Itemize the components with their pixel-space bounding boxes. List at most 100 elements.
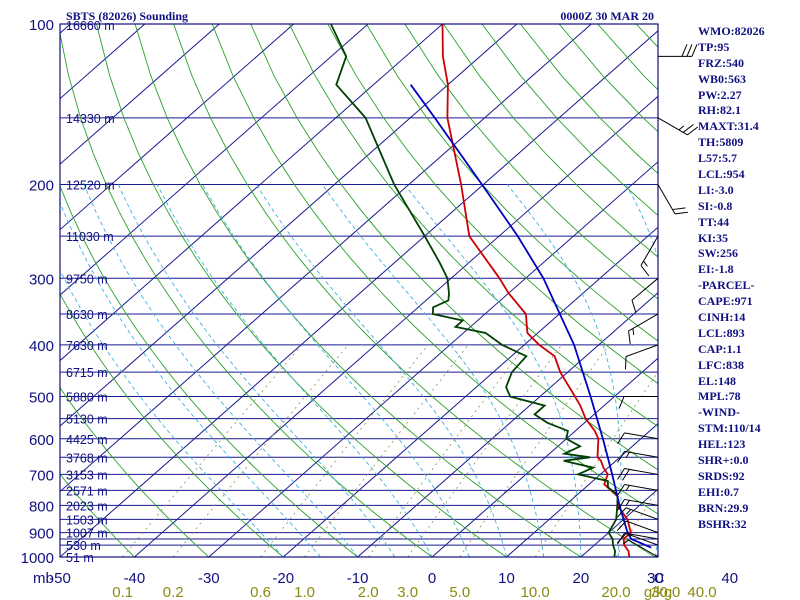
moist-adiabat xyxy=(83,184,359,557)
barb-half-flag xyxy=(625,451,630,458)
barb-flag xyxy=(617,499,625,511)
temperature-label: -40 xyxy=(124,570,146,587)
station-title: SBTS (82026) Sounding xyxy=(66,9,188,23)
index-item: TT:44 xyxy=(698,214,730,229)
barb-staff xyxy=(628,539,659,558)
barb-staff xyxy=(624,498,659,506)
wind-barb xyxy=(617,432,659,445)
height-label: 51 m xyxy=(66,551,94,565)
barb-staff xyxy=(624,450,659,458)
wind-barb xyxy=(624,344,659,370)
height-label: 530 m xyxy=(66,539,101,553)
moist-adiabat xyxy=(321,184,545,557)
mixing-ratio-line xyxy=(367,344,527,557)
dry-adiabat xyxy=(288,24,658,427)
moist-adiabat xyxy=(404,184,582,557)
wind-barb xyxy=(617,468,659,481)
height-label: 7630 m xyxy=(66,339,108,353)
temperature-label: -20 xyxy=(272,570,294,587)
pressure-label: 500 xyxy=(29,390,54,407)
index-item: -PARCEL- xyxy=(698,278,755,293)
temperature-unit-label: C xyxy=(654,570,665,587)
isotherm-line xyxy=(431,357,658,557)
barb-half-flag xyxy=(632,328,635,335)
barb-staff xyxy=(657,117,688,136)
barb-flag xyxy=(687,126,699,136)
background-lines xyxy=(60,24,800,557)
isotherm-line xyxy=(580,488,658,557)
height-label: 5130 m xyxy=(66,413,108,427)
barb-flag xyxy=(616,507,627,518)
isotherm-line xyxy=(60,24,294,231)
barb-flag xyxy=(616,520,627,531)
barb-flag xyxy=(624,356,627,370)
barb-flag xyxy=(686,44,693,57)
barb-staff xyxy=(628,313,659,332)
pressure-label: 300 xyxy=(29,271,54,288)
barb-flag xyxy=(640,265,650,277)
index-item: BRN:29.9 xyxy=(698,500,749,515)
barb-half-flag xyxy=(623,539,629,545)
index-item: SHR+:0.0 xyxy=(698,453,749,468)
mixing-ratio-line xyxy=(407,344,563,557)
pressure-label: 900 xyxy=(29,526,54,543)
index-item: BSHR:32 xyxy=(698,516,747,531)
wind-barb xyxy=(617,484,659,496)
index-item: LI:-3.0 xyxy=(698,182,734,197)
index-item: SRDS:92 xyxy=(698,468,745,483)
barb-half-flag xyxy=(643,260,648,267)
temperature-label: 0 xyxy=(428,570,436,587)
isotherm-line xyxy=(357,292,658,557)
barb-flag xyxy=(682,124,694,133)
barb-staff xyxy=(624,532,659,540)
mixing-ratio-label: 0.6 xyxy=(250,584,271,600)
mixing-ratio-label: 40.0 xyxy=(687,584,716,600)
barb-staff xyxy=(640,235,659,266)
isotherm-line xyxy=(60,24,592,493)
barb-staff xyxy=(631,277,659,301)
wind-barb xyxy=(628,313,659,344)
temperature-profile xyxy=(441,24,632,557)
temperature-label: 20 xyxy=(573,570,590,587)
dry-adiabat xyxy=(790,24,800,557)
height-label: 11030 m xyxy=(66,230,114,244)
mixing-ratio-label: 30.0 xyxy=(651,584,680,600)
wind-barb xyxy=(640,235,659,277)
valid-time: 0000Z 30 MAR 20 xyxy=(560,9,654,23)
wind-barb xyxy=(616,507,659,520)
dry-adiabat xyxy=(250,24,658,471)
dry-adiabat xyxy=(327,24,658,385)
pressure-label: 800 xyxy=(29,498,54,515)
dry-adiabat xyxy=(96,24,507,557)
barb-flag xyxy=(617,484,625,496)
index-item: EL:148 xyxy=(698,373,737,388)
barb-flag xyxy=(617,432,625,445)
index-item: STM:110/14 xyxy=(698,421,761,436)
index-item: LCL:893 xyxy=(698,325,745,340)
isotherm-line xyxy=(282,226,658,557)
temperature-label: -30 xyxy=(198,570,220,587)
moist-adiabat xyxy=(202,184,470,557)
index-item: TH:5809 xyxy=(698,135,744,150)
height-label: 6715 m xyxy=(66,366,108,380)
barb-staff xyxy=(625,507,659,520)
barb-half-flag xyxy=(678,125,685,131)
barb-staff xyxy=(624,432,659,440)
index-item: MAXT:31.4 xyxy=(698,119,759,134)
barb-flag xyxy=(622,469,630,481)
wind-barb xyxy=(631,277,659,313)
plot-frame xyxy=(59,23,659,558)
wind-barbs xyxy=(616,44,699,558)
dry-adiabat xyxy=(134,24,582,557)
height-label: 2023 m xyxy=(66,499,108,513)
height-label: 3768 m xyxy=(66,451,108,465)
temperature-label: -10 xyxy=(347,570,369,587)
mixing-ratio-label: 5.0 xyxy=(449,584,470,600)
mixing-ratio-label: 3.0 xyxy=(397,584,418,600)
barb-flag xyxy=(617,532,625,545)
index-item: KI:35 xyxy=(698,230,728,245)
index-item: EHI:0.7 xyxy=(698,484,740,499)
isotherm-line xyxy=(60,24,518,427)
isotherm-line xyxy=(60,24,220,165)
